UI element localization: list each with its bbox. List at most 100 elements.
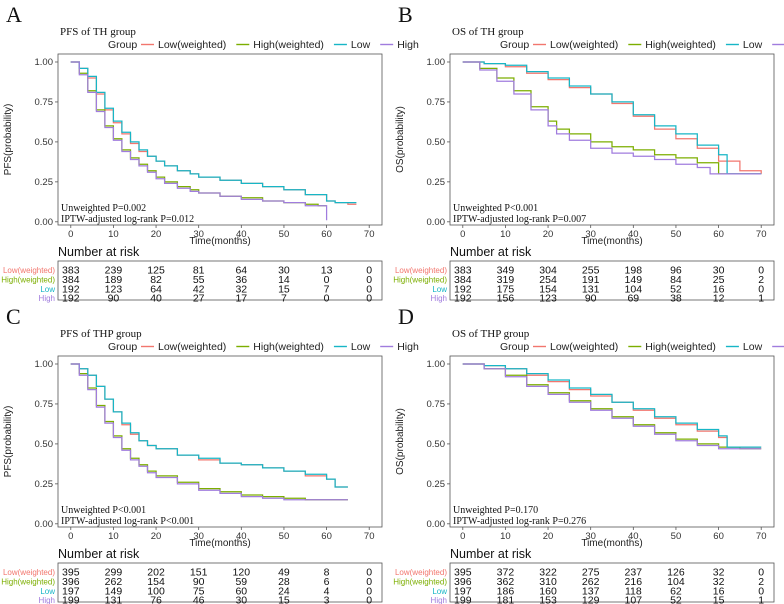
risk-row-label: High(weighted) — [1, 577, 55, 586]
risk-row-label: High — [39, 596, 55, 604]
x-tick-label: 10 — [108, 229, 119, 240]
risk-count: 27 — [193, 293, 205, 305]
risk-count: 8 — [324, 567, 330, 579]
risk-count: 131 — [582, 283, 600, 295]
risk-count: 0 — [366, 595, 372, 604]
x-tick-label: 30 — [193, 229, 204, 240]
panel-letter: C — [6, 304, 21, 329]
legend-title: Group — [108, 341, 137, 353]
risk-count: 100 — [147, 585, 165, 597]
y-tick-label: 0.75 — [427, 399, 446, 410]
x-tick-label: 50 — [279, 229, 290, 240]
risk-table-frame — [449, 260, 775, 301]
risk-count: 153 — [539, 595, 557, 604]
risk-count: 0 — [366, 576, 372, 588]
x-tick-label: 70 — [756, 229, 767, 240]
risk-count: 49 — [278, 567, 290, 579]
risk-count: 90 — [193, 576, 205, 588]
risk-count: 192 — [454, 283, 472, 295]
risk-count: 372 — [497, 567, 515, 579]
y-axis-title: OS(probability) — [395, 106, 406, 173]
risk-count: 0 — [758, 265, 764, 277]
p-value-iptw: IPTW-adjusted log-rank P<0.001 — [61, 516, 194, 527]
y-axis-title: PFS(probability) — [3, 104, 14, 176]
risk-table-frame — [449, 562, 775, 603]
p-value-unweighted: Unweighted P=0.170 — [453, 505, 538, 516]
risk-count: 123 — [539, 293, 557, 305]
risk-count: 0 — [366, 293, 372, 305]
risk-count: 125 — [147, 265, 165, 277]
km-curve-low — [70, 61, 357, 204]
risk-count: 4 — [324, 585, 330, 597]
risk-count: 16 — [713, 585, 725, 597]
risk-count: 62 — [670, 585, 682, 597]
risk-row-label: High(weighted) — [393, 577, 447, 586]
y-tick-label: 1.00 — [35, 359, 54, 370]
risk-count: 36 — [235, 274, 247, 286]
panel-letter: A — [6, 2, 22, 27]
risk-count: 32 — [713, 567, 725, 579]
y-tick-label: 0.50 — [35, 439, 54, 450]
x-axis-title: Time(months) — [189, 236, 250, 247]
x-tick-label: 0 — [460, 531, 465, 542]
x-tick-label: 20 — [151, 531, 162, 542]
risk-count: 319 — [497, 274, 515, 286]
risk-count: 192 — [454, 293, 472, 305]
risk-count: 30 — [278, 265, 290, 277]
risk-row-label: High(weighted) — [1, 275, 55, 284]
km-curve-lowweighted — [70, 363, 348, 488]
km-curve-lowweighted — [462, 61, 762, 174]
y-tick-label: 0.25 — [35, 177, 54, 188]
risk-row-label: Low — [40, 285, 55, 294]
legend-label: Low(weighted) — [158, 39, 226, 51]
plot-frame — [449, 53, 775, 226]
risk-table-title: Number at risk — [450, 547, 532, 561]
legend-label: High(weighted) — [645, 341, 716, 353]
p-value-unweighted: Unweighted P<0.001 — [453, 203, 538, 214]
x-tick-label: 60 — [713, 229, 724, 240]
y-tick-label: 0.25 — [427, 479, 446, 490]
risk-count: 262 — [582, 576, 600, 588]
risk-count: 12 — [713, 293, 725, 305]
x-axis-title: Time(months) — [581, 236, 642, 247]
risk-count: 28 — [278, 576, 290, 588]
risk-table-frame — [57, 562, 383, 603]
risk-count: 0 — [366, 585, 372, 597]
risk-count: 199 — [62, 595, 80, 604]
legend-label: Low — [351, 341, 371, 353]
km-curve-highweighted — [462, 61, 762, 175]
risk-count: 13 — [321, 265, 333, 277]
risk-count: 198 — [625, 265, 643, 277]
legend-label: Low — [351, 39, 371, 51]
risk-count: 52 — [670, 283, 682, 295]
legend-title: Group — [500, 39, 529, 51]
x-tick-label: 60 — [321, 229, 332, 240]
risk-count: 154 — [539, 283, 557, 295]
plot-frame — [57, 355, 383, 528]
x-tick-label: 40 — [628, 229, 639, 240]
panel-title: PFS of TH group — [60, 26, 136, 38]
x-tick-label: 0 — [68, 531, 73, 542]
x-tick-label: 50 — [671, 229, 682, 240]
risk-count: 1 — [758, 595, 764, 604]
panel-title: PFS of THP group — [60, 328, 142, 340]
risk-count: 192 — [62, 283, 80, 295]
risk-count: 186 — [497, 585, 515, 597]
y-tick-label: 0.50 — [427, 439, 446, 450]
risk-row-label: Low — [432, 285, 447, 294]
risk-count: 304 — [539, 265, 557, 277]
x-tick-label: 60 — [321, 531, 332, 542]
risk-count: 64 — [235, 265, 247, 277]
risk-count: 7 — [281, 293, 287, 305]
risk-count: 384 — [454, 274, 472, 286]
km-curve-high — [70, 363, 348, 501]
risk-count: 104 — [667, 576, 685, 588]
risk-count: 81 — [193, 265, 205, 277]
risk-count: 395 — [62, 567, 80, 579]
